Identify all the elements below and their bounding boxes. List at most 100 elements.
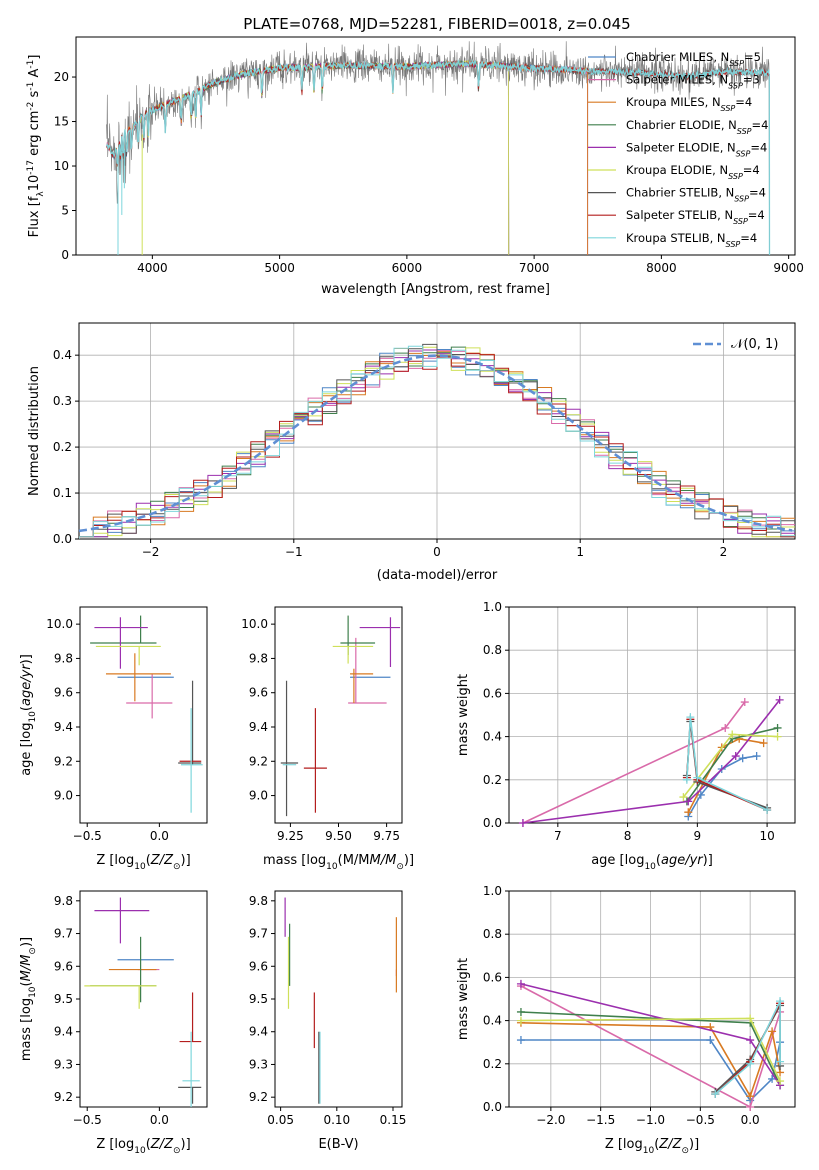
y-tick-label: 9.0 bbox=[249, 789, 268, 803]
residual-panel: −2 −1 0 1 2 0.0 0.1 0.2 0.3 0.4 𝒩(0, 1) (data-model… bbox=[27, 322, 796, 583]
weight-vs-age-panel: 7 8 9 10 0.0 0.2 0.4 0.6 0.8 1.0 mass weight bbox=[456, 600, 796, 843]
age-vs-Z-panel: −0.5 0.09.09.29.49.69.810.0Z [log10(Z/Z⊙)… bbox=[19, 606, 208, 872]
x-tick-label: 10 bbox=[759, 829, 774, 843]
y-tick-label: 0.2 bbox=[483, 773, 502, 787]
model-spectrum-kroupa-stelib bbox=[105, 58, 771, 255]
weight-marker bbox=[731, 752, 740, 761]
x-tick-label: −1 bbox=[285, 545, 303, 559]
age-vs-Z-panel-x-label-part: Z/Z bbox=[150, 853, 174, 868]
x-tick-label: 0.10 bbox=[323, 1113, 350, 1127]
x-tick-label: 0.0 bbox=[741, 1113, 760, 1127]
x-tick-label: −1.0 bbox=[636, 1113, 665, 1127]
x-tick-label: 8 bbox=[624, 829, 632, 843]
x-tick-label: 7 bbox=[554, 829, 562, 843]
weight-marker bbox=[693, 773, 702, 782]
x-tick-label: −0.5 bbox=[686, 1113, 715, 1127]
age-vs-Z-panel-x-label-part: Z [log bbox=[96, 853, 134, 868]
x-tick-label: 0.0 bbox=[150, 1113, 169, 1127]
weight-marker bbox=[679, 793, 688, 802]
weight-marker bbox=[746, 1103, 755, 1111]
mass-vs-Z-panel-x-label-part: )] bbox=[181, 1137, 191, 1152]
weight-marker bbox=[735, 734, 744, 743]
age-vs-mass-panel-x-label-part: (M/M bbox=[338, 853, 370, 868]
spectrum-y-label-part: erg cm bbox=[27, 111, 42, 160]
weight-marker bbox=[516, 1016, 525, 1025]
weight-line-kroupa-stelib bbox=[686, 717, 768, 811]
y-tick-label: 9.6 bbox=[249, 686, 268, 700]
legend-sub: SSP bbox=[729, 59, 744, 68]
legend-label: Salpeter ELODIE, NSSP=4 bbox=[626, 140, 767, 158]
spectrum-y-label-part: -17 bbox=[26, 160, 36, 175]
spectrum-y-label-part: 10 bbox=[27, 175, 42, 192]
axes-frame bbox=[508, 606, 796, 824]
mass-vs-ebv-x-label: E(B-V) bbox=[318, 1137, 358, 1152]
y-tick-label: 9.5 bbox=[54, 992, 73, 1006]
weight-marker bbox=[686, 713, 695, 722]
weight-marker bbox=[746, 1059, 755, 1068]
y-tick-label: 0 bbox=[61, 248, 69, 262]
y-tick-label: 0.8 bbox=[483, 927, 502, 941]
y-tick-label: 0.6 bbox=[483, 686, 502, 700]
y-tick-label: 0.0 bbox=[483, 816, 502, 830]
normal-legend-label: 𝒩(0, 1) bbox=[731, 337, 778, 352]
legend-name: Salpeter ELODIE, N bbox=[626, 140, 736, 154]
weight-marker bbox=[684, 797, 693, 806]
age-vs-Z-panel-x-label-part: ⊙ bbox=[173, 862, 181, 872]
y-tick-label: 9.3 bbox=[249, 1057, 268, 1071]
weight-marker bbox=[768, 1074, 777, 1083]
x-tick-label: 5000 bbox=[264, 261, 295, 275]
mass-vs-Z-panel-x-label-part: Z/Z bbox=[150, 1137, 174, 1152]
legend-count: =5 bbox=[744, 50, 761, 64]
age-vs-Z-panel-x-label-part: )] bbox=[181, 853, 191, 868]
y-tick-label: 0.4 bbox=[53, 348, 72, 362]
legend-name: Chabrier MILES, N bbox=[626, 50, 729, 64]
legend-sub: SSP bbox=[728, 172, 743, 181]
legend-name: Kroupa STELIB, N bbox=[626, 231, 726, 245]
weight-marker bbox=[752, 752, 761, 761]
legend-sub: SSP bbox=[734, 194, 749, 203]
weight-marker bbox=[721, 723, 730, 732]
weight-marker bbox=[728, 730, 737, 739]
model-spectrum-kroupa-miles bbox=[106, 59, 589, 255]
legend-name: Kroupa ELODIE, N bbox=[626, 163, 728, 177]
legend-sub: SSP bbox=[721, 104, 736, 113]
x-tick-label: 0.15 bbox=[380, 1113, 407, 1127]
legend-count: =4 bbox=[748, 208, 765, 222]
legend-label: Kroupa ELODIE, NSSP=4 bbox=[626, 163, 760, 181]
y-tick-label: 10 bbox=[54, 159, 69, 173]
mass-vs-Z-panel-y-label-part: M/M bbox=[19, 955, 34, 982]
x-tick-label: 9.50 bbox=[325, 829, 352, 843]
residual-y-label: Normed distribution bbox=[27, 366, 42, 496]
age-vs-Z-panel-y-label-part: age/yr bbox=[19, 663, 34, 706]
spectrum-y-label-part: λ bbox=[36, 191, 46, 197]
spectrum-y-label-part: s bbox=[27, 90, 42, 101]
age-vs-Z-panel-x-label: Z [log10(Z/Z⊙)] bbox=[96, 853, 190, 872]
y-tick-label: 9.2 bbox=[54, 754, 73, 768]
y-tick-label: 0.2 bbox=[53, 440, 72, 454]
legend-label: Chabrier ELODIE, NSSP=4 bbox=[626, 118, 768, 136]
normal-curve bbox=[78, 354, 793, 533]
legend-label: Kroupa STELIB, NSSP=4 bbox=[626, 231, 757, 249]
age-vs-Z-panel-y-label-part: 10 bbox=[28, 711, 38, 723]
x-tick-label: 0.0 bbox=[150, 829, 169, 843]
spectrum-y-label-part: Flux [f bbox=[27, 196, 42, 237]
x-tick-label: −2.0 bbox=[536, 1113, 565, 1127]
legend-name: Chabrier STELIB, N bbox=[626, 186, 734, 200]
weight-marker bbox=[776, 1077, 785, 1086]
weight-vs-age-x-label-part: age [log bbox=[591, 853, 644, 868]
weight-vs-Z-panel-y-label: mass weight bbox=[456, 958, 471, 1040]
y-tick-label: 9.4 bbox=[249, 1025, 268, 1039]
x-tick-label: 0 bbox=[433, 545, 441, 559]
weight-vs-age-x-label-part: age/yr bbox=[661, 853, 704, 868]
y-tick-label: 1.0 bbox=[483, 884, 502, 898]
weight-line-salpeter-miles bbox=[522, 701, 746, 824]
y-tick-label: 0.0 bbox=[483, 1100, 502, 1114]
age-vs-Z-panel-x-label-part: ( bbox=[146, 853, 151, 868]
weight-marker bbox=[516, 1007, 525, 1016]
mass-vs-Z-panel-x-label-part: ⊙ bbox=[173, 1146, 181, 1156]
weight-marker bbox=[773, 732, 782, 741]
legend-count: =4 bbox=[750, 140, 767, 154]
age-vs-mass-panel-x-label-part: mass [log bbox=[263, 853, 326, 868]
weight-vs-Z-x-label-part: Z [log bbox=[605, 1137, 643, 1152]
